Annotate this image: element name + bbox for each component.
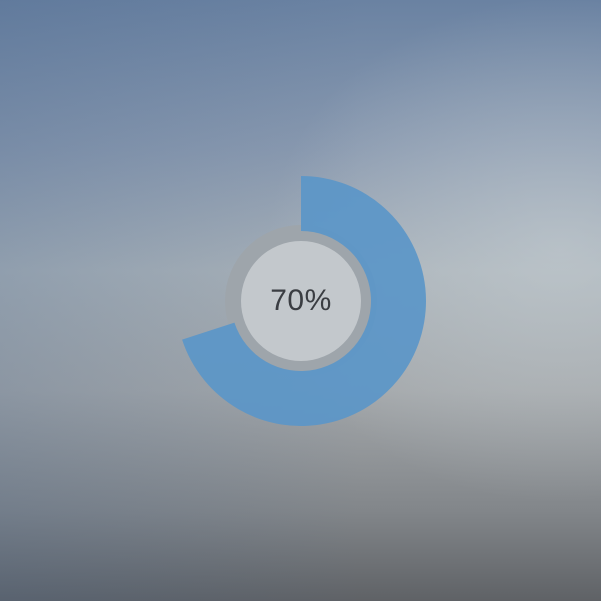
progress-percent-label: 70% [270, 284, 332, 317]
progress-inner-disc [241, 241, 361, 361]
progress-ring-graphic [182, 176, 426, 426]
progress-arc [182, 176, 426, 426]
circular-progress-indicator: 70% [175, 175, 427, 427]
